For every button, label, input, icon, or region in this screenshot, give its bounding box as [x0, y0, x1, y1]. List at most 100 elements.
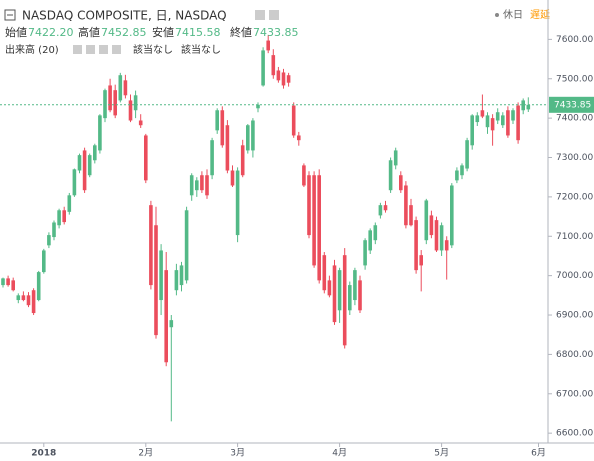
status-dot — [495, 13, 499, 17]
candle-body — [307, 175, 311, 236]
y-tick-label: 6800.00 — [556, 350, 593, 360]
candle-body — [256, 104, 260, 109]
candle-body — [297, 135, 301, 141]
candle-body — [404, 185, 408, 226]
open-value: 7422.20 — [28, 26, 74, 39]
candle-body — [72, 169, 77, 196]
candle-body — [220, 110, 225, 146]
candle-body — [67, 195, 72, 212]
candle-body — [6, 278, 10, 286]
candle-body — [348, 285, 352, 311]
x-tick-label: 4月 — [332, 448, 347, 459]
candle-body — [322, 255, 327, 291]
candle-body — [144, 135, 148, 181]
volume-icon[interactable] — [112, 45, 121, 54]
volume-icon[interactable] — [86, 45, 95, 54]
volume-icon[interactable] — [99, 45, 108, 54]
candle-body — [154, 225, 158, 336]
candle-body — [291, 105, 296, 136]
candle-body — [495, 112, 500, 121]
candle-body — [189, 175, 194, 196]
candle-body — [444, 240, 449, 251]
low-value: 7415.58 — [175, 26, 221, 39]
candle-body — [327, 280, 332, 296]
candle-body — [465, 140, 469, 169]
candle-body — [439, 225, 444, 251]
candle-body — [399, 175, 403, 191]
candle-body — [113, 90, 117, 116]
candle-body — [133, 95, 138, 111]
candle-body — [52, 222, 56, 238]
candle-body — [419, 255, 423, 266]
candle-body — [251, 120, 255, 151]
y-tick-label: 7000.00 — [556, 271, 593, 281]
candle-body — [281, 72, 286, 86]
candle-body — [87, 155, 92, 176]
candle-body — [414, 220, 418, 271]
candle-body — [424, 200, 429, 241]
candle-body — [16, 295, 21, 301]
y-tick-label: 7100.00 — [556, 232, 593, 242]
candle-body — [383, 205, 388, 211]
candle-body — [266, 40, 270, 51]
candle-body — [368, 230, 372, 251]
candle-body — [174, 270, 179, 291]
candle-body — [501, 115, 505, 126]
candle-body — [123, 80, 128, 96]
candle-body — [26, 295, 31, 306]
x-tick-label: 2018 — [31, 449, 56, 459]
candle-body — [246, 125, 250, 151]
candle-body — [429, 215, 434, 236]
candle-body — [511, 110, 515, 121]
candle-body — [526, 104, 531, 110]
candle-body — [317, 175, 321, 281]
last-price-box — [549, 96, 594, 113]
candle-body — [286, 75, 291, 83]
candle-body — [93, 145, 97, 161]
candle-body — [393, 150, 398, 166]
candle-body — [42, 250, 46, 273]
candle-body — [516, 105, 520, 141]
candle-body — [373, 225, 378, 241]
candle-body — [378, 205, 383, 216]
collapse-icon[interactable] — [4, 9, 16, 21]
volume-label: 出来高 (20) — [5, 43, 59, 56]
candle-body — [195, 180, 199, 191]
settings-icon[interactable] — [255, 10, 265, 20]
candle-body — [353, 270, 357, 301]
close-value: 7433.85 — [253, 26, 299, 39]
candle-body — [215, 110, 219, 131]
chart-title: NASDAQ COMPOSITE, 日, NASDAQ — [22, 9, 227, 23]
x-tick-label: 5月 — [434, 448, 449, 459]
candle-body — [11, 280, 15, 291]
candle-body — [312, 175, 316, 266]
candle-body — [21, 295, 26, 301]
candle-body — [31, 290, 36, 314]
close-icon[interactable] — [269, 10, 279, 20]
volume-icon[interactable] — [73, 45, 82, 54]
candle-body — [108, 85, 112, 111]
open-label: 始値 — [5, 25, 27, 39]
last-price-label: 7433.85 — [554, 100, 591, 110]
candle-body — [205, 175, 209, 196]
low-label: 安値 — [152, 25, 174, 39]
high-label: 高値 — [78, 25, 100, 39]
candle-body — [159, 250, 163, 301]
candle-body — [138, 120, 143, 126]
y-tick-label: 7200.00 — [556, 192, 593, 202]
candle-body — [210, 140, 214, 176]
candle-body — [521, 100, 525, 111]
close-label: 終値 — [230, 25, 252, 39]
high-value: 7452.85 — [101, 26, 147, 39]
candle-body — [118, 75, 123, 101]
candle-body — [1, 278, 5, 286]
candle-body — [363, 240, 367, 266]
candle-body — [184, 210, 189, 281]
candle-body — [235, 170, 240, 236]
y-tick-label: 7600.00 — [556, 35, 593, 45]
candle-body — [82, 150, 87, 191]
status-delay[interactable]: 遅延 — [530, 9, 550, 21]
candle-body — [47, 235, 51, 246]
